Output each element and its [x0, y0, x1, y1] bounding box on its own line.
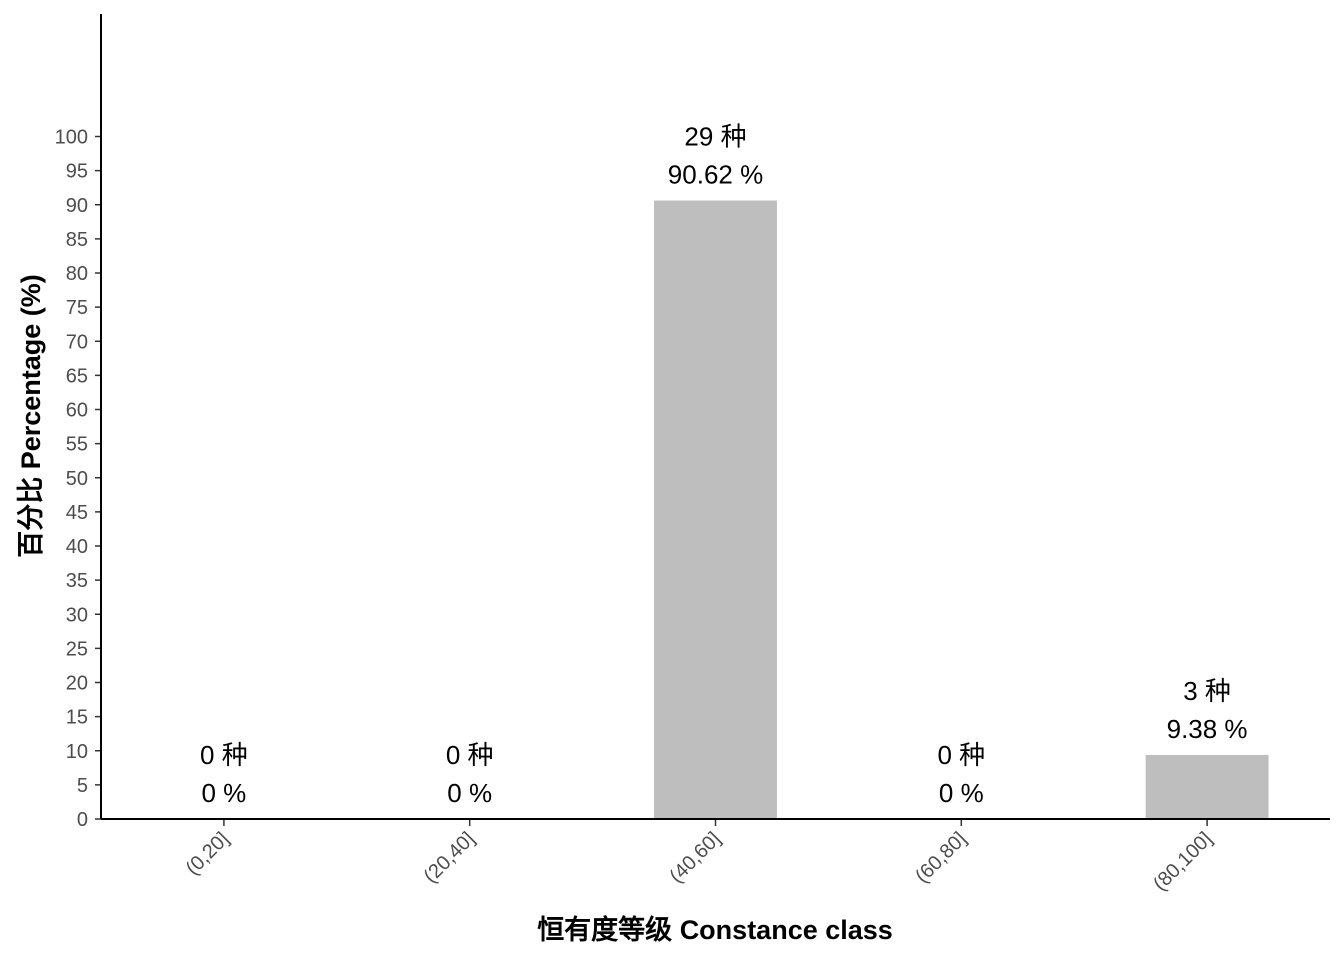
- x-tick-label: (60,80]: [911, 828, 971, 888]
- y-tick-label: 95: [66, 161, 88, 183]
- y-tick-label: 60: [66, 400, 88, 422]
- x-axis-title: 恒有度等级 Constance class: [537, 914, 893, 945]
- y-tick-label: 40: [66, 536, 88, 558]
- percent-label: 0 %: [939, 778, 984, 808]
- bar: [654, 200, 777, 819]
- y-tick-label: 85: [66, 229, 88, 251]
- percent-label: 90.62 %: [668, 160, 763, 190]
- y-tick-label: 70: [66, 331, 88, 353]
- y-axis-title: 百分比 Percentage (%): [16, 274, 46, 558]
- count-label: 0 种: [200, 740, 248, 770]
- x-tick-label: (0,20]: [182, 828, 234, 880]
- y-tick-label: 35: [66, 570, 88, 592]
- bar: [1145, 754, 1269, 819]
- count-label: 0 种: [446, 740, 494, 770]
- data-labels: 0 种 0 % 0 种 0 % 29 种 90.62 % 0 种 0 % 3 种 9.38 %: [200, 122, 1248, 808]
- y-tick-label: 5: [77, 775, 88, 797]
- y-tick-label: 100: [55, 127, 88, 149]
- y-tick-label: 55: [66, 434, 88, 456]
- y-tick-label: 30: [66, 604, 88, 626]
- y-axis-ticks: 0 5 10 15 20 25 30 35 40 45 50 55 60 65 70 75 80 85 90 95 10…: [55, 127, 101, 831]
- y-tick-label: 50: [66, 468, 88, 490]
- y-tick-label: 80: [66, 263, 88, 285]
- y-tick-label: 15: [66, 707, 88, 729]
- y-tick-label: 90: [66, 195, 88, 217]
- count-label: 3 种: [1183, 676, 1231, 706]
- y-tick-label: 10: [66, 741, 88, 763]
- y-tick-label: 45: [66, 502, 88, 524]
- x-tick-label: (40,60]: [665, 828, 725, 888]
- x-tick-label: (80,100]: [1149, 828, 1216, 895]
- y-tick-label: 65: [66, 365, 88, 387]
- percent-label: 0 %: [201, 778, 246, 808]
- y-tick-label: 75: [66, 297, 88, 319]
- count-label: 29 种: [684, 122, 746, 152]
- x-axis-ticks: (0,20] (20,40] (40,60] (60,80] (80,100]: [182, 819, 1217, 895]
- count-label: 0 种: [937, 740, 985, 770]
- y-tick-label: 0: [77, 809, 88, 831]
- y-tick-label: 20: [66, 673, 88, 695]
- x-tick-label: (20,40]: [420, 828, 480, 888]
- y-tick-label: 25: [66, 638, 88, 660]
- percent-label: 0 %: [447, 778, 492, 808]
- percent-label: 9.38 %: [1167, 714, 1248, 744]
- bars-group: [654, 200, 1269, 819]
